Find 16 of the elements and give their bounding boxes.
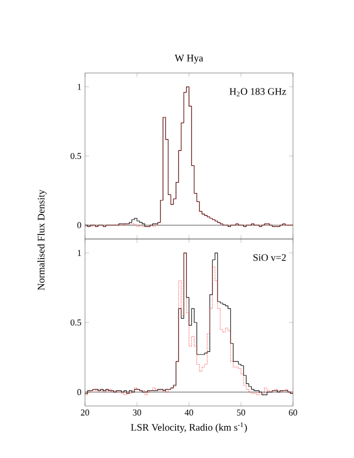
annotation: SiO v=2	[253, 254, 286, 261]
x-tick-label: 40	[184, 410, 194, 416]
x-axis-title: LSR Velocity, Radio (km s$^{-1}$)	[130, 422, 247, 433]
x-tick-label: 20	[80, 410, 90, 416]
y-tick-label: 0	[77, 222, 82, 228]
chart-title: W Hya	[174, 54, 204, 64]
y-axis-title: Normalised Flux Density	[37, 190, 47, 290]
y-tick-label: 1	[78, 84, 81, 90]
y-tick-label: 0.5	[70, 152, 82, 160]
y-tick-label: 0	[77, 389, 82, 396]
annotation: H$_{2}$O 183 GHz	[230, 88, 286, 96]
x-tick-label: 60	[288, 410, 298, 416]
y-tick-label: 0.5	[70, 319, 82, 326]
x-tick-label: 50	[237, 410, 246, 416]
x-tick-label: 30	[132, 410, 142, 416]
y-tick-label: 1	[78, 250, 81, 256]
